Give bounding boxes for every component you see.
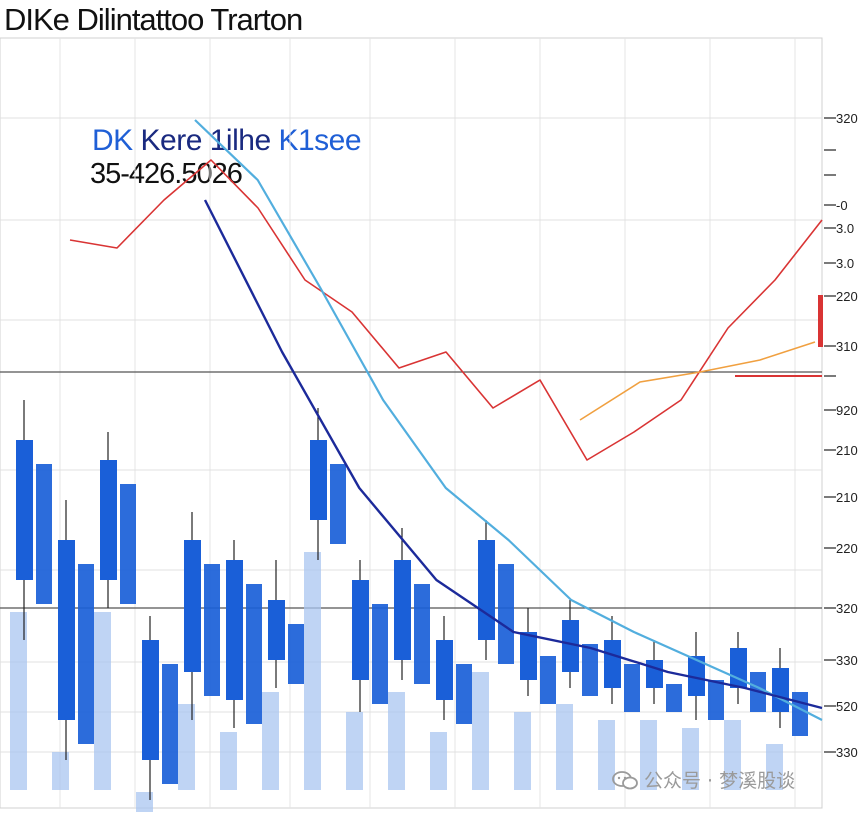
y-tick-label-10: 210 <box>836 443 858 458</box>
volume-bar-2 <box>94 612 111 790</box>
volume-bar-15 <box>640 720 657 790</box>
series-darkblue-line <box>203 199 823 710</box>
volume-bar-6 <box>262 692 279 790</box>
volume-bar-13 <box>556 704 573 790</box>
candle-body-0 <box>16 440 33 580</box>
y-tick-label-15: 520 <box>836 699 858 714</box>
plot-frame <box>0 37 823 809</box>
candle-body-18 <box>772 668 789 712</box>
candle-body-12 <box>520 632 537 680</box>
candle-body-b-12 <box>540 656 556 704</box>
volume-bar-5 <box>220 732 237 790</box>
candle-body-5 <box>226 560 243 700</box>
candle-body-11 <box>478 540 495 640</box>
candle-body-4 <box>184 540 201 672</box>
candle-body-b-15 <box>666 684 682 712</box>
volume-bar-3 <box>136 792 153 812</box>
candle-body-13 <box>562 620 579 672</box>
chart-title: DIKe Dilintattoo Trarton <box>4 2 303 37</box>
price-marker-red <box>818 295 823 347</box>
candle-body-b-18 <box>792 692 808 736</box>
y-tick-label-16: 330 <box>836 745 858 760</box>
subtitle-part-1: DK <box>92 124 133 157</box>
candle-body-8 <box>352 580 369 680</box>
volume-bar-11 <box>472 672 489 790</box>
price-readout: 35-426.5026 <box>90 158 243 190</box>
candle-body-14 <box>604 640 621 688</box>
series-red-line <box>69 159 823 461</box>
candle-body-b-10 <box>456 664 472 724</box>
wechat-icon <box>612 771 638 790</box>
volume-bar-1 <box>52 752 69 790</box>
candle-body-16 <box>688 656 705 696</box>
y-tick-label-13: 320 <box>836 601 858 616</box>
candle-body-7 <box>310 440 327 520</box>
series-orange-line <box>579 341 816 421</box>
volume-bar-9 <box>388 692 405 790</box>
volume-bar-16 <box>682 728 699 790</box>
volume-bar-17 <box>724 720 741 790</box>
y-tick-label-12: 220 <box>836 541 858 556</box>
candle-body-b-13 <box>582 644 598 696</box>
candle-body-b-7 <box>330 464 346 544</box>
candle-body-b-4 <box>204 564 220 696</box>
chart-subtitle: DK Kere 1ilhe K1see <box>92 124 362 158</box>
y-tick-label-0: 320 <box>836 111 858 126</box>
y-tick-label-5: 3.0 <box>836 256 854 271</box>
volume-bar-12 <box>514 712 531 790</box>
candle-body-b-1 <box>78 564 94 744</box>
volume-bar-4 <box>178 704 195 790</box>
y-tick-label-7: 310 <box>836 339 858 354</box>
candle-body-2 <box>100 460 117 580</box>
candle-body-b-3 <box>162 664 178 784</box>
volume-bar-14 <box>598 720 615 790</box>
candle-body-b-8 <box>372 604 388 704</box>
volume-bar-7 <box>304 552 321 790</box>
volume-bar-18 <box>766 744 783 790</box>
candle-body-b-9 <box>414 584 430 684</box>
y-tick-label-14: 330 <box>836 653 858 668</box>
y-tick-label-4: 3.0 <box>836 221 854 236</box>
series-lightblue-line <box>194 119 823 721</box>
volume-bar-8 <box>346 712 363 790</box>
volume-bar-10 <box>430 732 447 790</box>
candle-body-b-14 <box>624 664 640 712</box>
watermark-text: 公众号 · 梦溪股谈 <box>644 770 796 792</box>
candle-body-6 <box>268 600 285 660</box>
candle-body-9 <box>394 560 411 660</box>
candle-body-b-2 <box>120 484 136 604</box>
candle-body-10 <box>436 640 453 700</box>
subtitle-part-3: 1ilhe <box>209 124 271 157</box>
candle-body-b-16 <box>708 680 724 720</box>
candle-body-1 <box>58 540 75 720</box>
candle-body-b-0 <box>36 464 52 604</box>
y-tick-label-11: 210 <box>836 490 858 505</box>
volume-bar-0 <box>10 612 27 790</box>
candle-body-b-6 <box>288 624 304 684</box>
subtitle-part-4: K1see <box>278 124 362 157</box>
candle-body-b-5 <box>246 584 262 724</box>
candle-body-3 <box>142 640 159 760</box>
candle-body-b-11 <box>498 564 514 664</box>
candle-body-15 <box>646 660 663 688</box>
y-tick-label-3: -0 <box>836 198 848 213</box>
subtitle-part-2: Kere <box>140 124 203 157</box>
y-tick-label-9: 920 <box>836 403 858 418</box>
y-tick-label-6: 220 <box>836 289 858 304</box>
